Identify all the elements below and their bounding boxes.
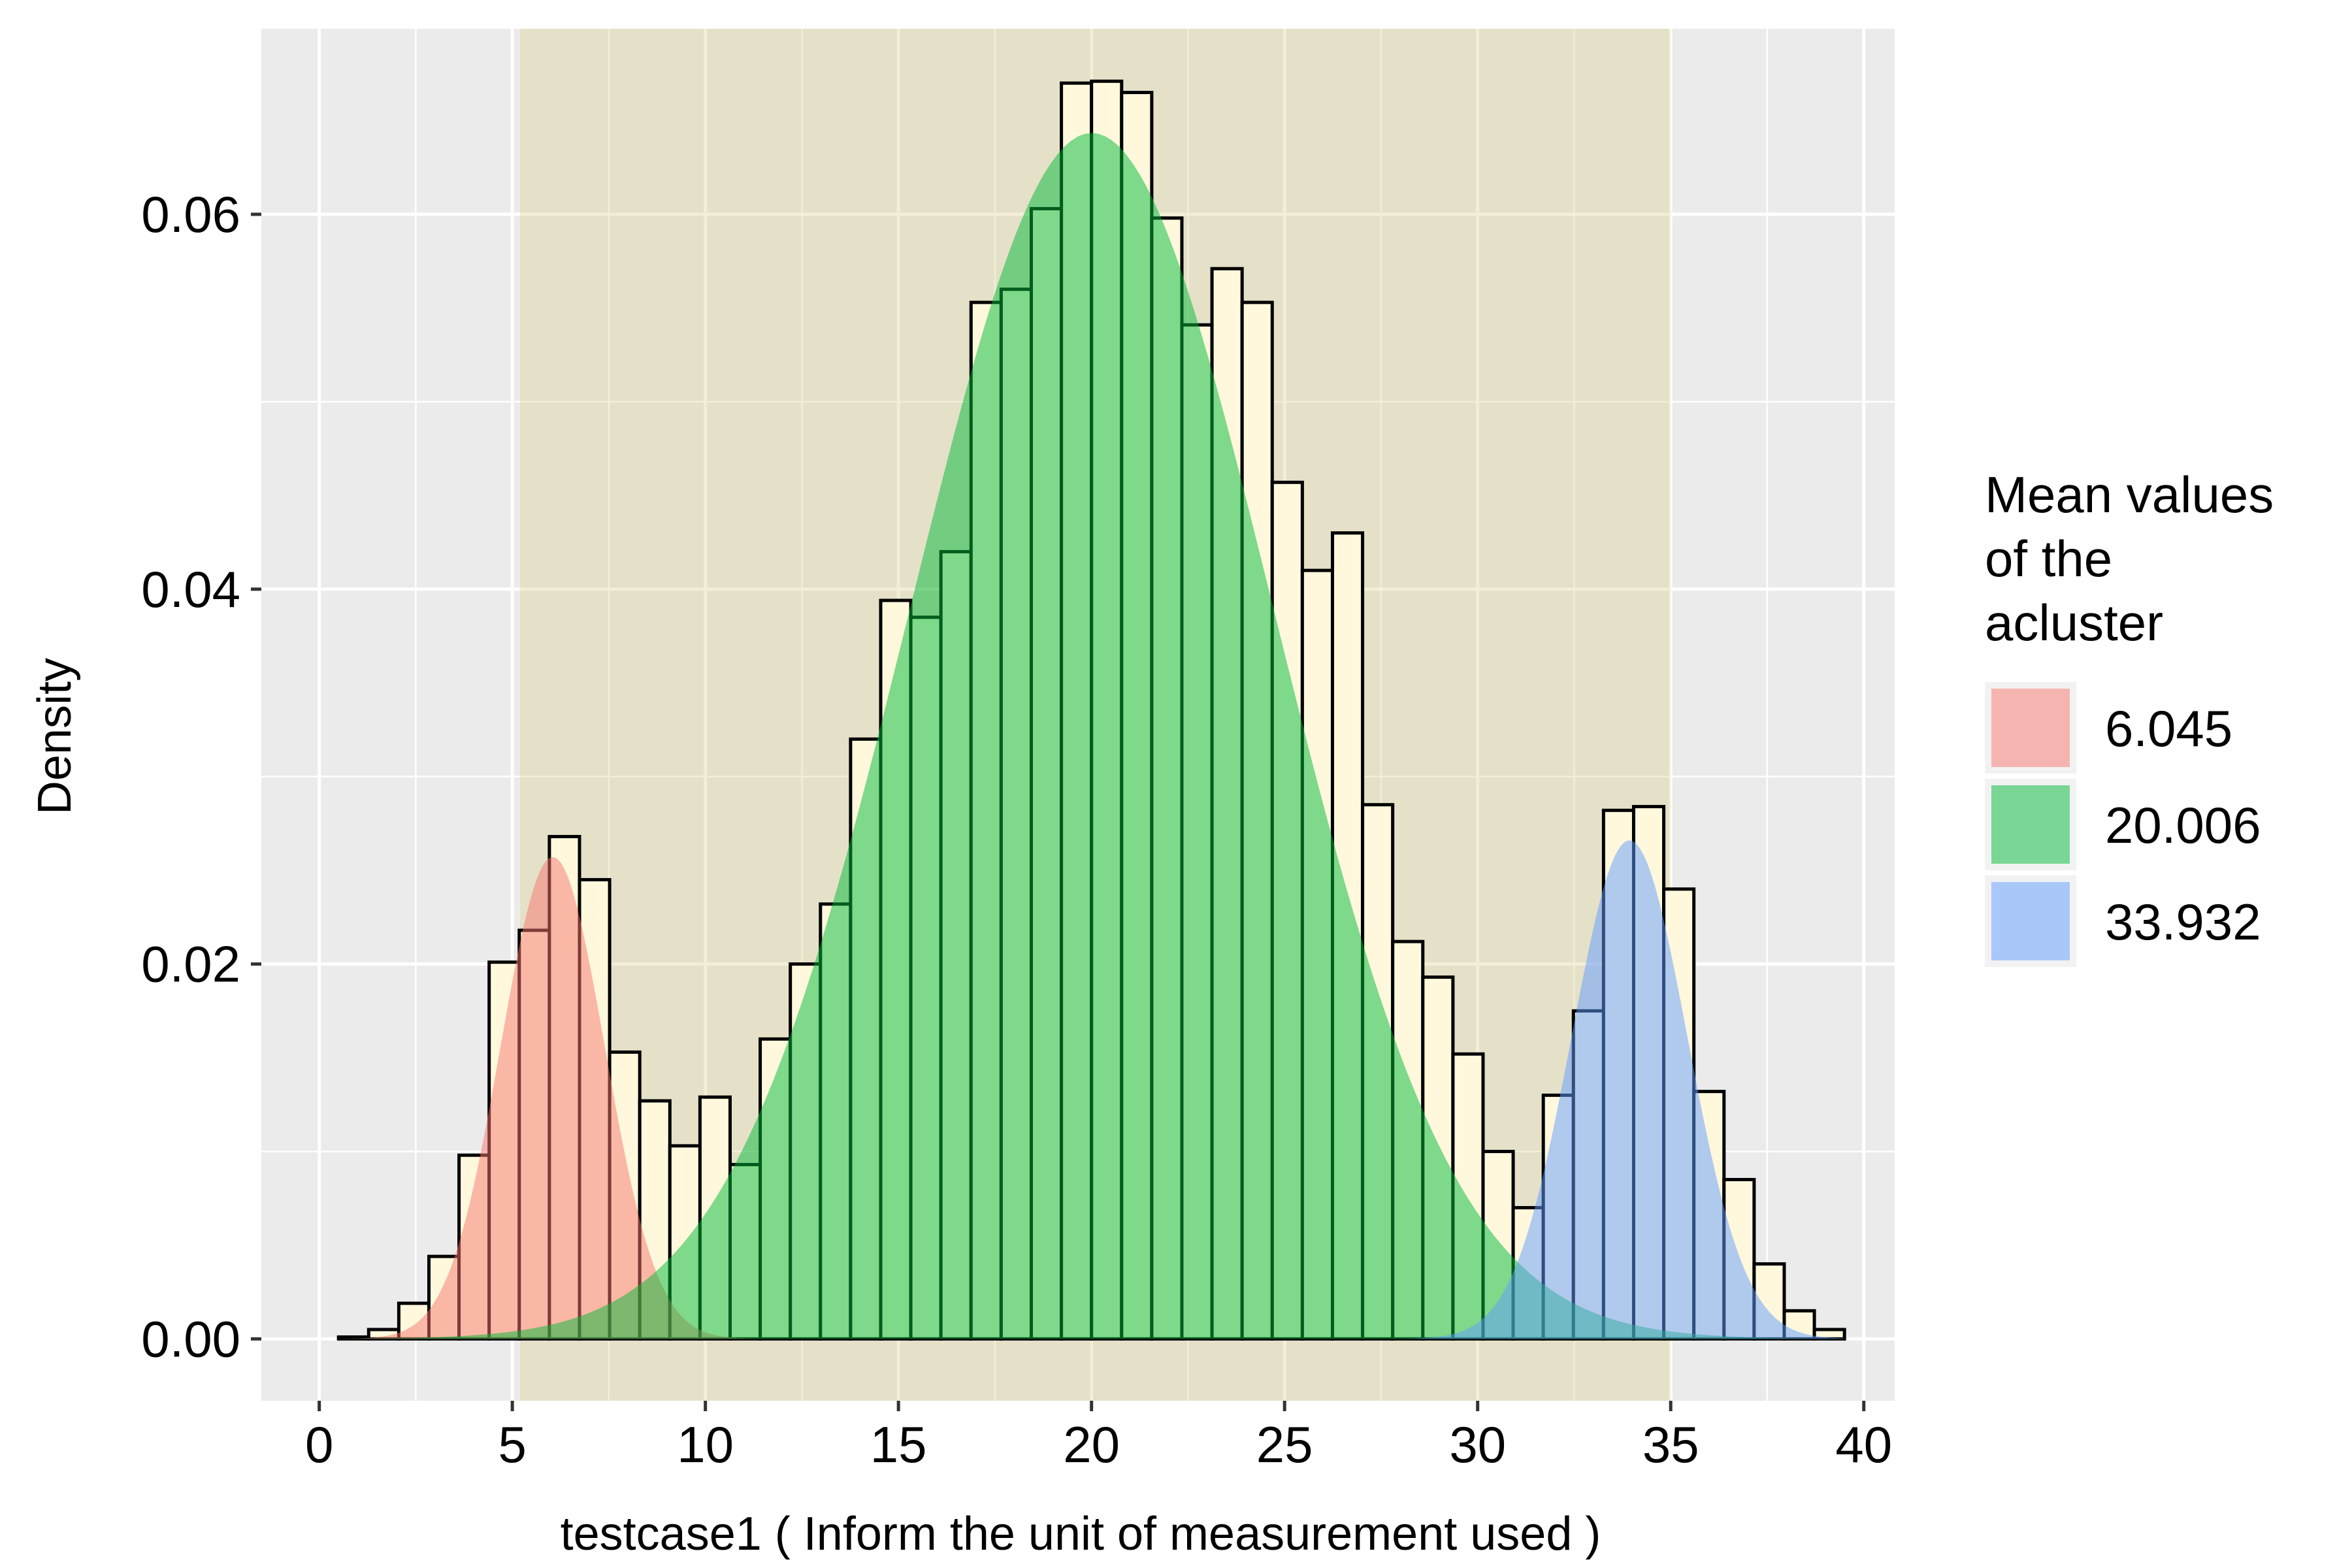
x-tick-label: 15 xyxy=(870,1416,927,1473)
plot-panel xyxy=(261,29,1895,1401)
x-axis-title: testcase1 ( Inform the unit of measureme… xyxy=(561,1508,1601,1560)
legend-label: 6.045 xyxy=(2105,700,2232,757)
y-tick-label: 0.00 xyxy=(141,1310,240,1367)
x-tick-label: 5 xyxy=(498,1416,526,1473)
legend-swatch xyxy=(1991,785,2070,864)
x-tick-label: 20 xyxy=(1063,1416,1120,1473)
legend-title-line-3: acluster xyxy=(1985,594,2163,651)
y-tick-label: 0.06 xyxy=(141,186,240,243)
legend: Mean values of the acluster 6.045 20.006 3… xyxy=(1985,466,2288,967)
x-tick-label: 35 xyxy=(1642,1416,1699,1473)
histogram-bar xyxy=(1812,1328,1846,1341)
axes: testcase1 ( Inform the unit of measureme… xyxy=(29,186,1892,1560)
density-curve-6.045 xyxy=(338,857,813,1339)
x-tick-label: 25 xyxy=(1256,1416,1313,1473)
density-curve-33.932 xyxy=(1339,840,1845,1339)
legend-title: Mean values of the acluster xyxy=(1985,466,2288,651)
x-tick-label: 0 xyxy=(305,1416,333,1473)
legend-label: 33.932 xyxy=(2105,893,2261,951)
y-tick-label: 0.02 xyxy=(141,936,240,993)
legend-title-line-2: of the xyxy=(1985,530,2112,587)
legend-title-line-1: Mean values xyxy=(1985,466,2274,523)
x-tick-label: 10 xyxy=(677,1416,734,1473)
legend-label: 20.006 xyxy=(2105,796,2261,854)
legend-swatch xyxy=(1991,689,2070,767)
density-curve-20.006 xyxy=(338,133,1845,1339)
y-axis-title: Density xyxy=(29,658,81,815)
y-tick-label: 0.04 xyxy=(141,561,240,618)
x-tick-label: 30 xyxy=(1449,1416,1506,1473)
x-tick-label: 40 xyxy=(1835,1416,1892,1473)
legend-swatch xyxy=(1991,882,2070,960)
